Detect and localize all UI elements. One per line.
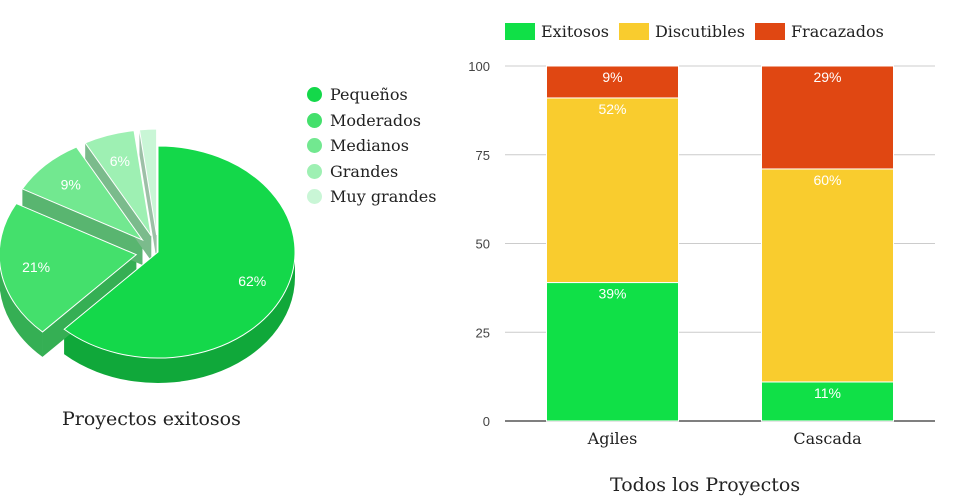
legend-swatch xyxy=(754,23,785,40)
pie-legend: Pequeños Moderados Medianos Grandes Muy gran… xyxy=(307,82,436,210)
legend-marker xyxy=(307,112,322,128)
pie-data-label-medianos: 9% xyxy=(61,176,81,192)
bar-segment-agiles-exitosos[interactable] xyxy=(546,282,679,422)
pie-slice-side-muy-grandes-face-0 xyxy=(139,129,157,261)
pie-legend-item-pequenos[interactable]: Pequeños xyxy=(307,82,436,108)
legend-label: Medianos xyxy=(330,136,409,156)
legend-marker xyxy=(307,189,322,205)
y-tick-label: 25 xyxy=(476,325,490,340)
pie-data-label-moderados: 21% xyxy=(22,259,50,275)
bar-data-label: 39% xyxy=(598,286,626,302)
y-tick-label: 0 xyxy=(483,414,490,429)
legend-label: Discutibles xyxy=(654,22,745,41)
pie-legend-item-grandes[interactable]: Grandes xyxy=(307,159,436,185)
bar-legend-item-exitosos[interactable]: Exitosos xyxy=(505,22,609,41)
legend-label: Moderados xyxy=(330,110,421,130)
pie-chart-title: Proyectos exitosos xyxy=(62,408,241,430)
pie-slice-side-moderados-face-0 xyxy=(42,254,137,357)
legend-label: Muy grandes xyxy=(330,187,437,207)
y-tick-label: 50 xyxy=(476,237,490,252)
pie-legend-item-medianos[interactable]: Medianos xyxy=(307,133,436,159)
legend-marker xyxy=(307,163,322,179)
bar-chart-panel: Exitosos Discutibles Fracazados 0 25 50 75 100… xyxy=(455,0,958,496)
pie-data-label-grandes: 6% xyxy=(110,153,130,169)
legend-label: Fracazados xyxy=(790,22,884,41)
y-tick-label: 100 xyxy=(468,59,490,74)
stacked-bar-chart: 0 25 50 75 100 39% 52% 9% Agiles 11% 60% 29% Cascada xyxy=(468,59,935,448)
y-tick-label: 75 xyxy=(476,148,490,163)
pie-legend-item-moderados[interactable]: Moderados xyxy=(307,108,436,134)
pie-slice-side-pequenos xyxy=(64,252,296,383)
bar-legend-item-discutibles[interactable]: Discutibles xyxy=(618,22,745,41)
pie-data-label-pequenos: 62% xyxy=(238,273,266,289)
bar-chart-title: Todos los Proyectos xyxy=(610,474,801,496)
legend-swatch xyxy=(505,23,535,40)
legend-label: Grandes xyxy=(330,161,399,181)
pie-chart-panel: 62% 21% 9% 6% Pequeños Moderados Medianos Gran… xyxy=(0,0,470,496)
bar-data-label: 9% xyxy=(602,69,622,85)
bar-segment-cascada-exitosos[interactable] xyxy=(761,381,894,422)
legend-label: Pequeños xyxy=(330,85,408,105)
pie-legend-item-muy-grandes[interactable]: Muy grandes xyxy=(307,184,436,210)
bar-segment-agiles-fracazados[interactable] xyxy=(546,65,679,99)
bar-data-label: 60% xyxy=(813,172,841,188)
bar-legend: Exitosos Discutibles Fracazados xyxy=(505,22,894,41)
legend-marker xyxy=(307,138,322,154)
bar-segment-cascada-fracazados[interactable] xyxy=(761,65,894,170)
pie-chart: 62% 21% 9% 6% xyxy=(0,128,296,383)
bar-segment-cascada-discutibles[interactable] xyxy=(761,168,894,383)
bar-segment-agiles-discutibles[interactable] xyxy=(546,97,679,284)
pie-slice-grandes[interactable] xyxy=(84,130,152,237)
bar-legend-item-fracazados[interactable]: Fracazados xyxy=(754,22,884,41)
x-category-label: Cascada xyxy=(793,429,862,448)
pie-slice-pequenos[interactable] xyxy=(63,145,296,359)
pie-slice-muy-grandes[interactable] xyxy=(138,128,158,236)
x-category-label: Agiles xyxy=(587,429,638,448)
legend-label: Exitosos xyxy=(541,22,609,41)
bar-data-label: 11% xyxy=(814,385,841,401)
legend-swatch xyxy=(618,23,649,40)
pie-slice-moderados[interactable] xyxy=(0,202,138,333)
legend-marker xyxy=(307,87,322,103)
pie-slice-side-moderados xyxy=(0,264,43,357)
pie-slice-medianos[interactable] xyxy=(21,146,144,242)
bar-data-label: 52% xyxy=(598,101,626,117)
bar-data-label: 29% xyxy=(813,69,841,85)
